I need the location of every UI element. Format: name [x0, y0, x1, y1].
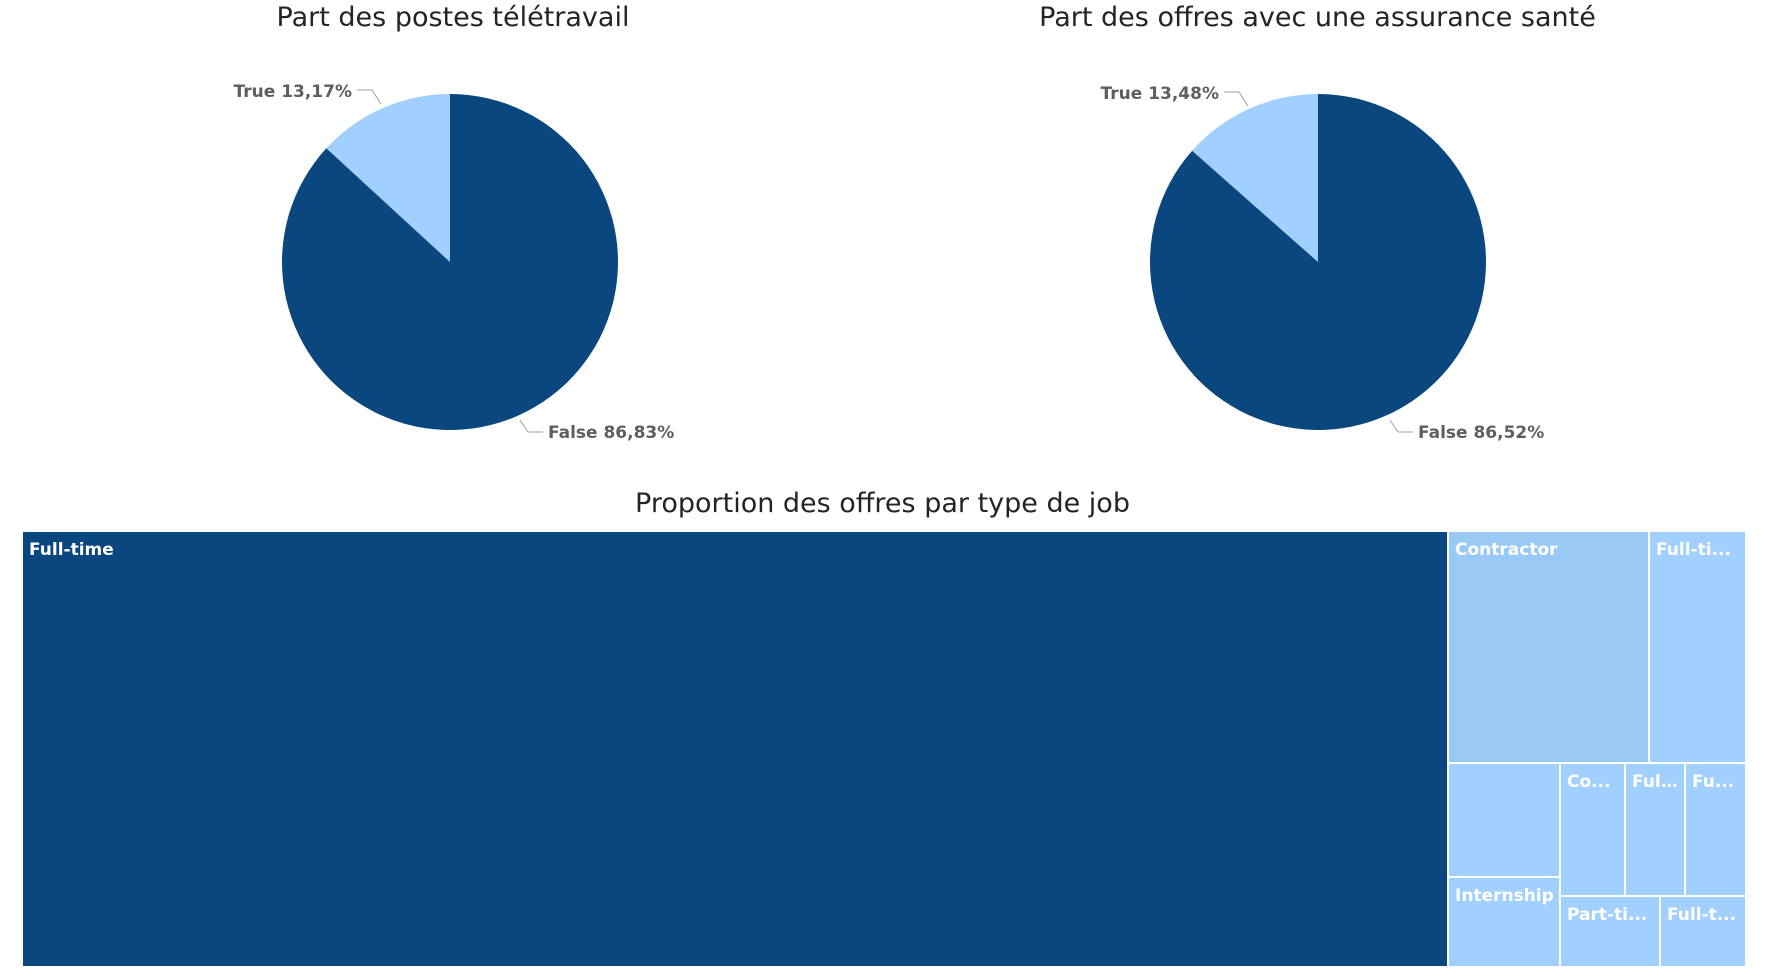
pie-0-label-false: False 86,83% [548, 423, 674, 443]
treemap-tile: Part-ti... [1560, 896, 1660, 967]
chart-title-health-insurance: Part des offres avec une assurance santé [1039, 2, 1596, 33]
treemap-tile: Ful... [1625, 763, 1685, 896]
treemap-tile-label: Ful... [1632, 772, 1680, 792]
treemap-tile: Full-t... [1660, 896, 1746, 967]
pie-0-slice-true [326, 94, 450, 262]
pie-1-slice-false [1150, 94, 1486, 431]
pie-1-leader-true [1224, 91, 1249, 107]
treemap-tile-label: Fu... [1692, 772, 1735, 792]
pie-0-slice-false [282, 94, 618, 430]
pie-1-slice-true [1192, 94, 1318, 262]
chart-title-job-type: Proportion des offres par type de job [635, 488, 1130, 519]
treemap-tile: Co... [1560, 763, 1625, 896]
pie-1-label-true: True 13,48% [1101, 84, 1219, 104]
treemap-tile-label: Full-ti... [1656, 540, 1731, 560]
treemap-tile: Full-ti... [1649, 531, 1746, 763]
pie-0-leader-false [519, 419, 543, 433]
treemap-tile: Fu... [1685, 763, 1746, 896]
pie-0-leader-true [357, 89, 382, 105]
treemap-tile-label: Full-time [29, 540, 114, 560]
treemap-job-type: Full-time Contractor Full-ti... Internship C… [22, 531, 1746, 967]
treemap-tile-label: Part-ti... [1567, 905, 1648, 925]
pie-1-label-false: False 86,52% [1418, 423, 1544, 443]
treemap-tile-label: Co... [1567, 772, 1611, 792]
treemap-tile [1448, 763, 1560, 877]
pie-0-label-true: True 13,17% [234, 82, 352, 102]
treemap-tile: Contractor [1448, 531, 1649, 763]
treemap-tile: Internship [1448, 877, 1560, 967]
pie-1-leader-false [1389, 419, 1413, 433]
treemap-tile-label: Internship [1455, 886, 1554, 906]
pie-charts: True 13,17% False 86,83% True 13,48% False … [234, 82, 1545, 443]
treemap-tile-label: Full-t... [1667, 905, 1737, 925]
treemap-tile: Full-time [22, 531, 1448, 967]
chart-title-remote: Part des postes télétravail [276, 2, 630, 33]
treemap-tile-label: Contractor [1455, 540, 1558, 560]
